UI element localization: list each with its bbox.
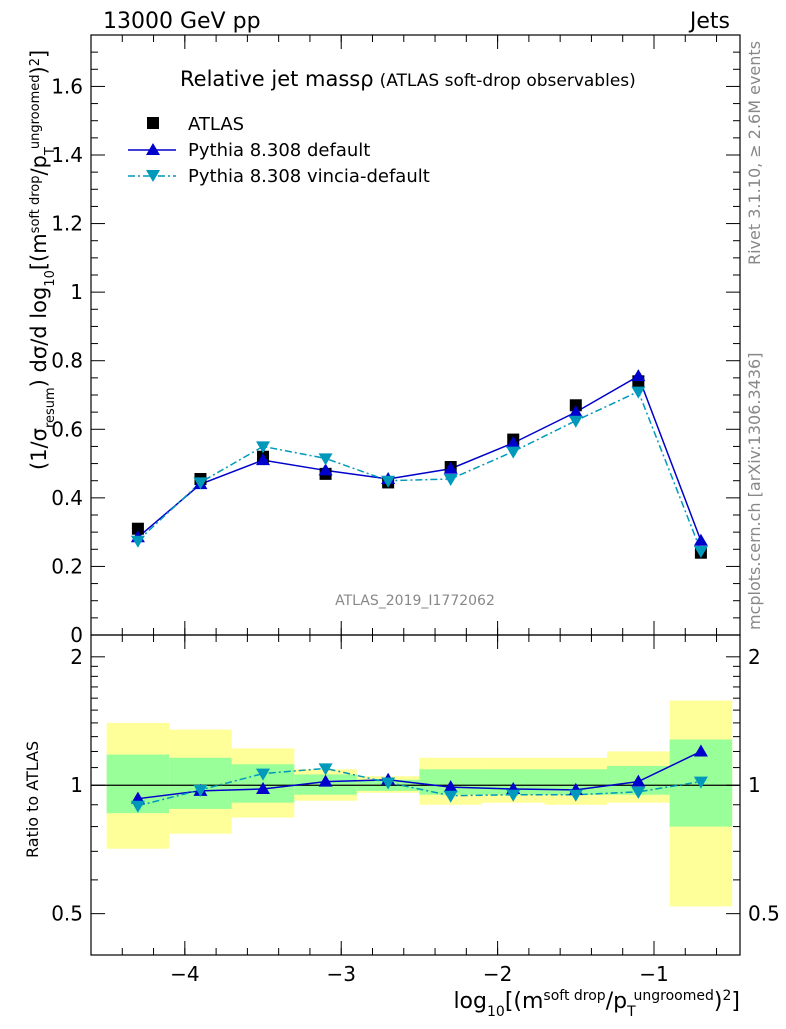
x-axis-label: log10[(msoft drop/pTungroomed)2] [453,988,740,1020]
ratio-tick-label: 0.5 [748,902,780,926]
legend-default-marker [146,143,160,155]
default-point [631,369,646,382]
series-line-default [137,375,702,541]
atlas-point [131,522,144,535]
y-tick-label: 1.2 [51,212,83,236]
legend-vincia-marker [146,170,160,182]
ratio-tick-label: 0.5 [51,902,83,926]
ratio-tick-label: 2 [748,645,761,669]
vincia-point [631,386,646,399]
ratio-line-vincia [137,767,702,807]
main-plot: 0.2 0.4 0.6 0.8 1 1.2 1.4 1.6 0 [51,34,741,647]
vincia-point [443,474,458,486]
ratio-vincia-point [256,768,271,781]
ratio-vincia-point [568,789,583,802]
y-tick-label: 1 [70,280,83,304]
y-tick-label: 1.4 [51,143,83,167]
y-tick-label: 0.4 [51,486,83,510]
ratio-default-point [693,744,708,757]
ratio-vincia-point [318,763,333,776]
ratio-tick-label: 2 [70,645,83,669]
ratio-default-point [256,781,271,794]
vincia-point [381,475,396,488]
y-tick-label: 0.6 [51,417,83,441]
series-line-vincia [137,390,702,552]
default-point [693,533,708,546]
ratio-frame [90,634,741,956]
ratio-vincia-point [130,800,145,813]
ratio-default-point [318,774,333,787]
default-point [506,436,521,448]
ratio-vincia-point [443,790,458,803]
ratio-tick-label: 1 [70,773,83,797]
legend-atlas-marker [147,117,159,129]
ratio-default-point [443,780,458,793]
legend-atlas-label: ATLAS [188,114,244,135]
x-tick-label: −2 [483,962,512,986]
y-tick-label: 1.6 [51,74,83,98]
vincia-point [568,415,583,428]
legend-vincia-label: Pythia 8.308 vincia-default [188,166,430,187]
ratio-vincia-point [506,789,521,802]
x-tick-label: −3 [326,962,355,986]
vincia-point [318,453,333,466]
ratio-default-point [130,791,145,804]
analysis-id: ATLAS_2019_I1772062 [335,593,495,609]
vincia-point [130,535,145,548]
vincia-point [256,441,271,454]
ratio-vincia-point [193,784,208,797]
plot-title: Relative jet massρ (ATLAS soft-drop obser… [180,67,636,91]
header-process: Jets [688,9,730,34]
ratio-plot: −4 −3 −2 −1 0.5 0.5 1 1 2 2 [51,634,780,986]
ratio-band-inner [169,757,232,809]
header-energy: 13000 GeV pp [103,9,261,34]
rivet-label: Rivet 3.1.10, ≥ 2.6M events [745,41,764,265]
legend: ATLAS Pythia 8.308 default Pythia 8.308 … [128,114,430,187]
ratio-default-point [631,774,646,787]
vincia-point [193,477,208,490]
ratio-axis-label: Ratio to ATLAS [23,741,42,858]
ratio-vincia-point [381,777,396,790]
ratio-vincia-point [631,786,646,799]
ratio-tick-label: 1 [748,773,761,797]
x-tick-label: −1 [639,962,668,986]
default-point [256,453,271,466]
y-tick-label: 0.2 [51,554,83,578]
mcplots-label: mcplots.cern.ch [arXiv:1306.3436] [745,353,764,630]
vincia-point [693,546,708,558]
default-point [318,463,333,476]
vincia-point [506,446,521,459]
ratio-line-default [137,750,702,800]
x-tick-label: −4 [170,962,199,986]
y-tick-label: 0.8 [51,349,83,373]
legend-default-label: Pythia 8.308 default [188,140,370,161]
default-point [568,405,583,418]
default-point [443,461,458,474]
y-tick-label: 0 [70,623,83,647]
ratio-vincia-point [693,776,708,789]
y-axis-label: (1/σresum) dσ/d log10[(msoft drop/pTungr… [27,50,58,470]
